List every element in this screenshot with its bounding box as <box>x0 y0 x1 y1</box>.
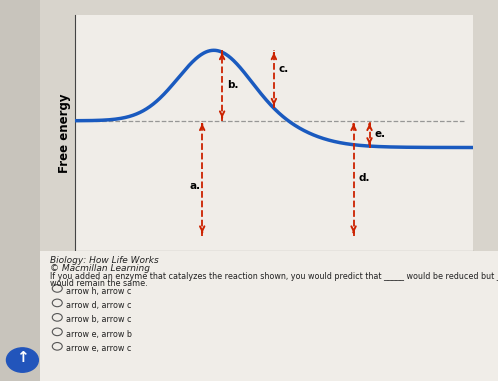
Text: arrow e, arrow b: arrow e, arrow b <box>66 330 132 339</box>
Text: arrow b, arrow c: arrow b, arrow c <box>66 315 131 325</box>
Text: arrow d, arrow c: arrow d, arrow c <box>66 301 131 310</box>
Text: a.: a. <box>189 181 200 191</box>
Text: e.: e. <box>374 129 385 139</box>
Text: Biology: How Life Works: Biology: How Life Works <box>50 256 158 265</box>
Text: would remain the same.: would remain the same. <box>50 279 147 288</box>
Text: If you added an enzyme that catalyzes the reaction shown, you would predict that: If you added an enzyme that catalyzes th… <box>50 272 498 282</box>
Text: d.: d. <box>359 173 370 183</box>
Text: arrow h, arrow c: arrow h, arrow c <box>66 287 131 296</box>
Text: b.: b. <box>227 80 239 90</box>
Text: ↑: ↑ <box>16 350 29 365</box>
Text: c.: c. <box>279 64 289 74</box>
X-axis label: Course of reaction: Course of reaction <box>209 256 339 269</box>
Text: © Macmillan Learning: © Macmillan Learning <box>50 264 150 273</box>
Text: arrow e, arrow c: arrow e, arrow c <box>66 344 131 354</box>
Y-axis label: Free energy: Free energy <box>58 94 71 173</box>
